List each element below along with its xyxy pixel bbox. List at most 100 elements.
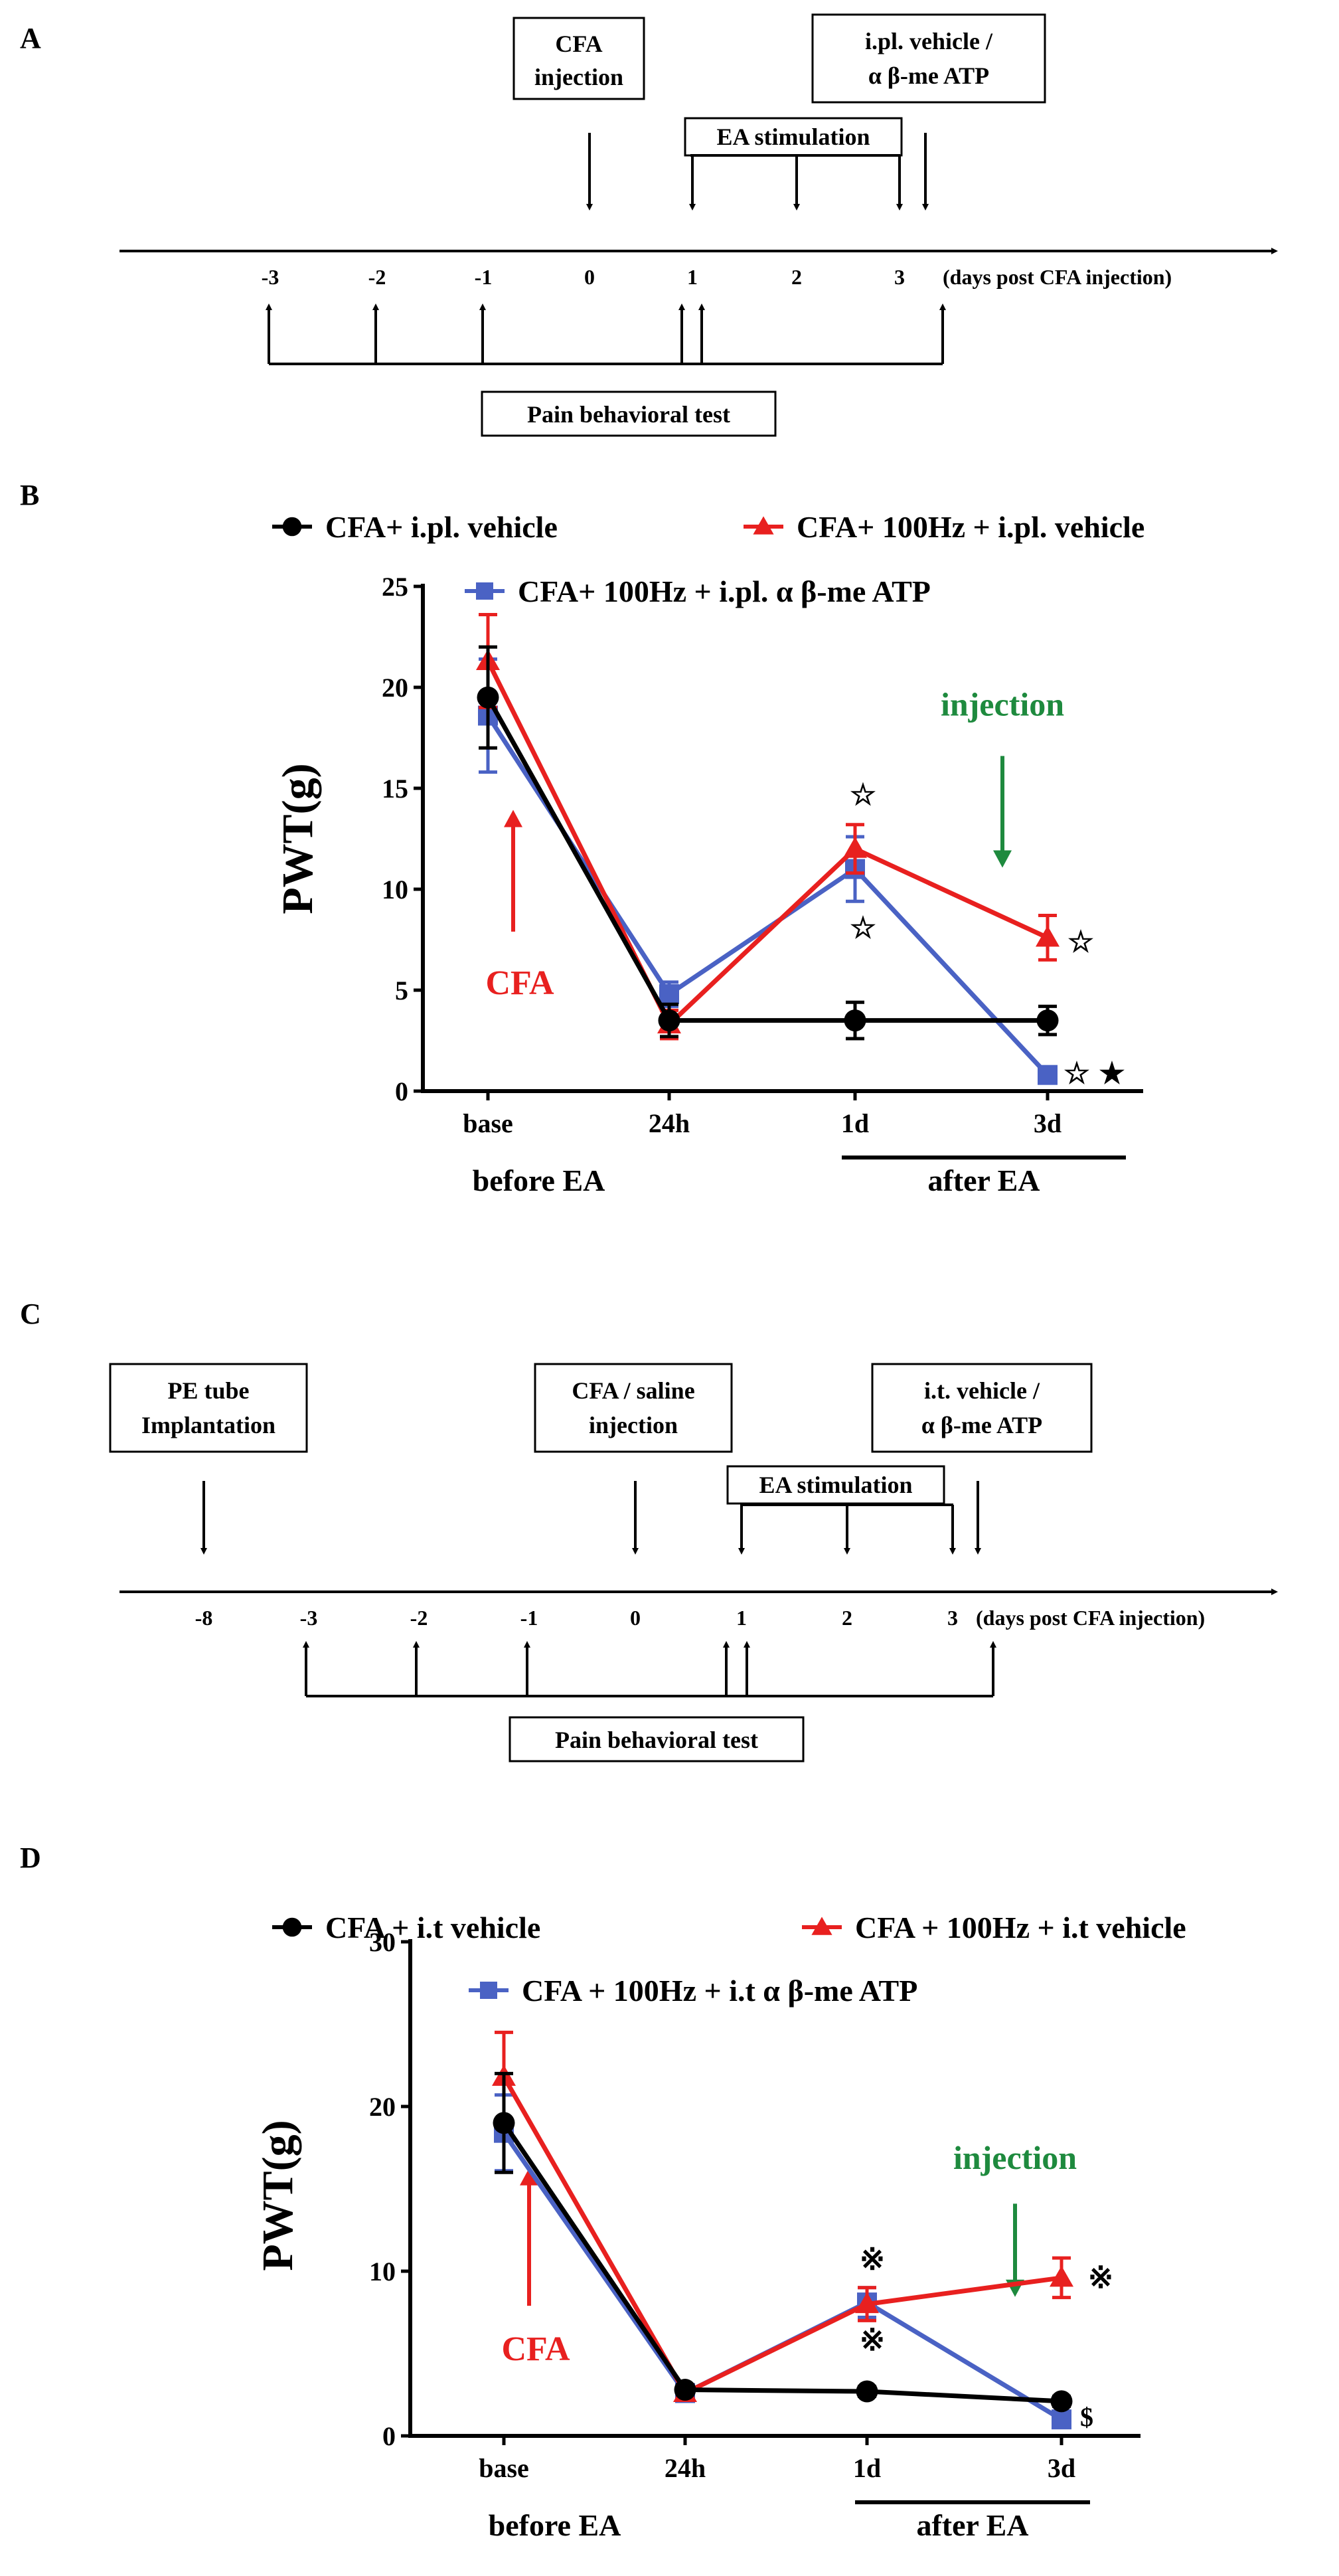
point-b-2-1 [659,984,679,1005]
panel-label-b: B [20,479,39,511]
tick-c-6: 1 [736,1606,747,1630]
sig-b-2: ☆ [1067,926,1093,958]
point-b-0-1 [658,1009,680,1032]
cfa-label-d: CFA [501,2330,570,2368]
point-d-0-2 [856,2380,878,2403]
tick-a-7: 3 [894,265,905,289]
tick-c-7: 2 [842,1606,852,1630]
tick-a-3: -1 [475,265,493,289]
tick-a-1: -3 [262,265,279,289]
legend-marker-b-2 [476,582,493,600]
ea-box-label-c: EA stimulation [759,1472,912,1498]
cfa-label-b: CFA [485,964,554,1002]
chart-d: CFA + i.t vehicle CFA + 100Hz + i.t vehic… [254,1911,1186,2542]
tick-c-2: -3 [300,1606,318,1630]
ea-box-label: EA stimulation [716,124,870,150]
legend-marker-d-1 [811,1917,832,1935]
injection-label-b: injection [941,686,1064,723]
legend-label-b-1: CFA+ 100Hz + i.pl. vehicle [797,510,1144,544]
xtick-label-b-3: 3d [1034,1108,1062,1138]
cfa-saline-line2: injection [589,1412,678,1438]
timeline-c-axis-label: (days post CFA injection) [976,1606,1205,1630]
pain-test-box-c [509,1716,805,1762]
drug-box-line1: i.pl. vehicle / [865,28,993,54]
series-line-d-0 [502,2121,1062,2404]
cfa-box-line2: injection [534,64,623,90]
group-before-d: before EA [489,2508,621,2542]
chart-b: CFA+ i.pl. vehicle CFA+ 100Hz + i.pl. veh… [272,510,1144,1197]
drug-box-c [871,1363,1093,1453]
ytick-label-d-2: 20 [369,2092,396,2122]
drug-c-line1: i.t. vehicle / [924,1377,1040,1404]
xtick-label-b-0: base [463,1108,513,1138]
panel-label-a: A [20,22,41,54]
point-d-0-3 [1050,2390,1073,2413]
ytick-label-b-2: 10 [382,875,408,904]
drug-box-line2: α β-me ATP [868,62,989,89]
injection-arrow-b-head [993,850,1012,868]
ytick-label-d-1: 10 [369,2257,396,2286]
legend-label-b-0: CFA+ i.pl. vehicle [325,510,558,544]
ytick-label-d-0: 0 [382,2421,396,2451]
cfa-box-line1: CFA [555,31,602,57]
ytick-label-b-5: 25 [382,572,408,602]
panel-label-c: C [20,1298,41,1330]
tick-c-4: -1 [520,1606,538,1630]
point-b-0-3 [1036,1009,1059,1032]
timeline-c: PE tube Implantation CFA / saline inject… [109,1363,1278,1762]
sig-b-1: ☆ [850,912,876,944]
tick-a-6: 2 [791,265,802,289]
sig-d-1: ※ [860,2323,886,2357]
legend-label-d-2: CFA + 100Hz + i.t α β-me ATP [522,1974,917,2008]
sig-d-0: ※ [860,2243,886,2276]
tick-c-5: 0 [630,1606,641,1630]
ytick-label-b-1: 5 [395,976,408,1005]
point-d-1-2 [855,2292,879,2314]
group-after-d: after EA [916,2508,1028,2542]
cfa-injection-box [512,17,645,100]
tick-c-3: -2 [410,1606,428,1630]
legend-marker-d-0 [282,1917,302,1937]
ytick-label-b-3: 15 [382,774,408,804]
ytick-label-b-0: 0 [395,1076,408,1106]
legend-marker-d-2 [480,1982,497,1999]
panel-label-d: D [20,1842,41,1874]
tick-a-4: 0 [584,265,595,289]
point-d-1-3 [1050,2265,1073,2287]
point-d-0-1 [674,2379,696,2401]
legend-label-d-0: CFA + i.t vehicle [325,1911,540,1944]
point-b-1-3 [1036,925,1060,947]
injection-label-d: injection [953,2139,1077,2176]
group-before-b: before EA [473,1163,605,1197]
ea-stimulation-box-c [726,1465,945,1505]
sig-b-4: ★ [1099,1057,1125,1090]
cfa-saline-line1: CFA / saline [572,1377,694,1404]
sig-b-0: ☆ [850,778,876,811]
ytick-label-b-4: 20 [382,673,408,703]
ylabel-b: PWT(g) [274,763,322,914]
point-b-2-3 [1038,1065,1058,1085]
timeline-a-axis-label: (days post CFA injection) [943,265,1172,289]
point-b-0-2 [844,1009,866,1032]
pe-box-line2: Implantation [141,1412,276,1438]
legend-label-d-1: CFA + 100Hz + i.t vehicle [855,1911,1186,1944]
point-d-0-0 [493,2112,515,2134]
xtick-label-d-0: base [479,2453,529,2483]
tick-c-1: -8 [195,1606,213,1630]
xtick-label-b-1: 24h [649,1108,690,1138]
xtick-label-d-1: 24h [665,2453,706,2483]
series-line-b-0 [485,696,1048,1023]
cfa-arrow-b-head [504,810,522,827]
xtick-label-d-2: 1d [853,2453,881,2483]
point-d-2-3 [1052,2409,1071,2430]
point-b-1-2 [843,837,867,858]
xtick-label-b-2: 1d [841,1108,869,1138]
tick-a-5: 1 [687,265,698,289]
drug-box [811,13,1046,104]
ytick-label-d-3: 30 [369,1927,396,1957]
sig-d-3: $ [1080,2402,1093,2432]
sig-b-3: ☆ [1063,1057,1089,1090]
series-line-b-1 [485,659,1049,1027]
pain-test-box-a [481,390,777,437]
